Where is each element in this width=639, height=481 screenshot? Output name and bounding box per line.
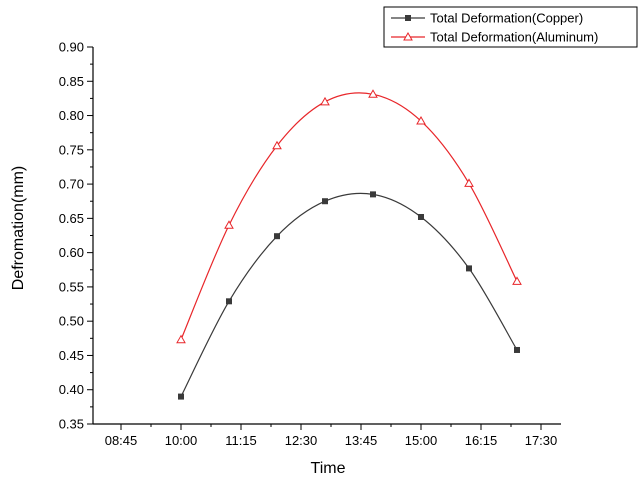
y-tick-label: 0.40 <box>59 382 84 397</box>
x-tick-label: 11:15 <box>225 433 257 448</box>
data-point <box>274 233 280 240</box>
y-axis-ticks: 0.35 0.40 0.45 0.50 0.55 0.60 0.65 0.70 0.75 0.80… <box>59 40 93 432</box>
x-tick-label: 15:00 <box>405 433 438 448</box>
series-aluminum <box>176 89 522 344</box>
x-tick-label: 10:00 <box>165 433 198 448</box>
data-point <box>464 178 474 187</box>
data-point <box>176 334 186 344</box>
y-tick-label: 0.55 <box>59 279 84 294</box>
legend-label: Total Deformation(Aluminum) <box>430 30 598 45</box>
data-point <box>368 89 378 98</box>
data-point <box>226 298 232 305</box>
y-tick-label: 0.75 <box>59 142 84 157</box>
data-point <box>322 198 328 205</box>
x-axis-title: Time <box>311 460 346 477</box>
data-point <box>272 140 282 150</box>
data-point <box>466 265 472 272</box>
legend: Total Deformation(Copper) Total Deformati… <box>383 6 638 48</box>
legend-label: Total Deformation(Copper) <box>430 11 583 26</box>
y-tick-label: 0.65 <box>59 211 84 226</box>
legend-marker <box>405 15 411 21</box>
y-tick-label: 0.70 <box>59 177 84 192</box>
data-point <box>514 346 520 353</box>
series-line <box>180 192 518 397</box>
data-point <box>178 393 184 400</box>
x-tick-label: 13:45 <box>345 433 378 448</box>
y-tick-label: 0.85 <box>59 74 84 89</box>
series-copper <box>178 191 520 400</box>
y-tick-label: 0.80 <box>59 108 84 123</box>
y-tick-label: 0.35 <box>59 417 84 432</box>
data-point <box>224 220 234 229</box>
x-tick-label: 08:45 <box>105 433 138 448</box>
x-tick-label: 16:15 <box>465 433 498 448</box>
legend-box <box>383 6 638 48</box>
y-tick-label: 0.60 <box>59 245 84 260</box>
y-tick-label: 0.50 <box>59 314 84 329</box>
x-axis-ticks: 08:45 10:00 11:15 12:30 13:45 15:00 16:15 17:30 <box>105 424 558 448</box>
data-point <box>416 116 426 125</box>
data-point <box>512 276 522 285</box>
y-axis-title: Defromation(mm) <box>10 166 27 290</box>
x-tick-label: 12:30 <box>285 433 318 448</box>
data-point <box>320 96 330 106</box>
data-point <box>418 213 424 220</box>
plot-area: 08:45 10:00 11:15 12:30 13:45 15:00 16:15 17:30… <box>59 40 561 448</box>
series-layer <box>176 89 522 400</box>
legend-marker <box>403 31 413 41</box>
x-tick-label: 17:30 <box>525 433 558 448</box>
y-tick-label: 0.90 <box>59 40 84 55</box>
y-tick-label: 0.45 <box>59 348 84 363</box>
data-point <box>370 191 376 198</box>
